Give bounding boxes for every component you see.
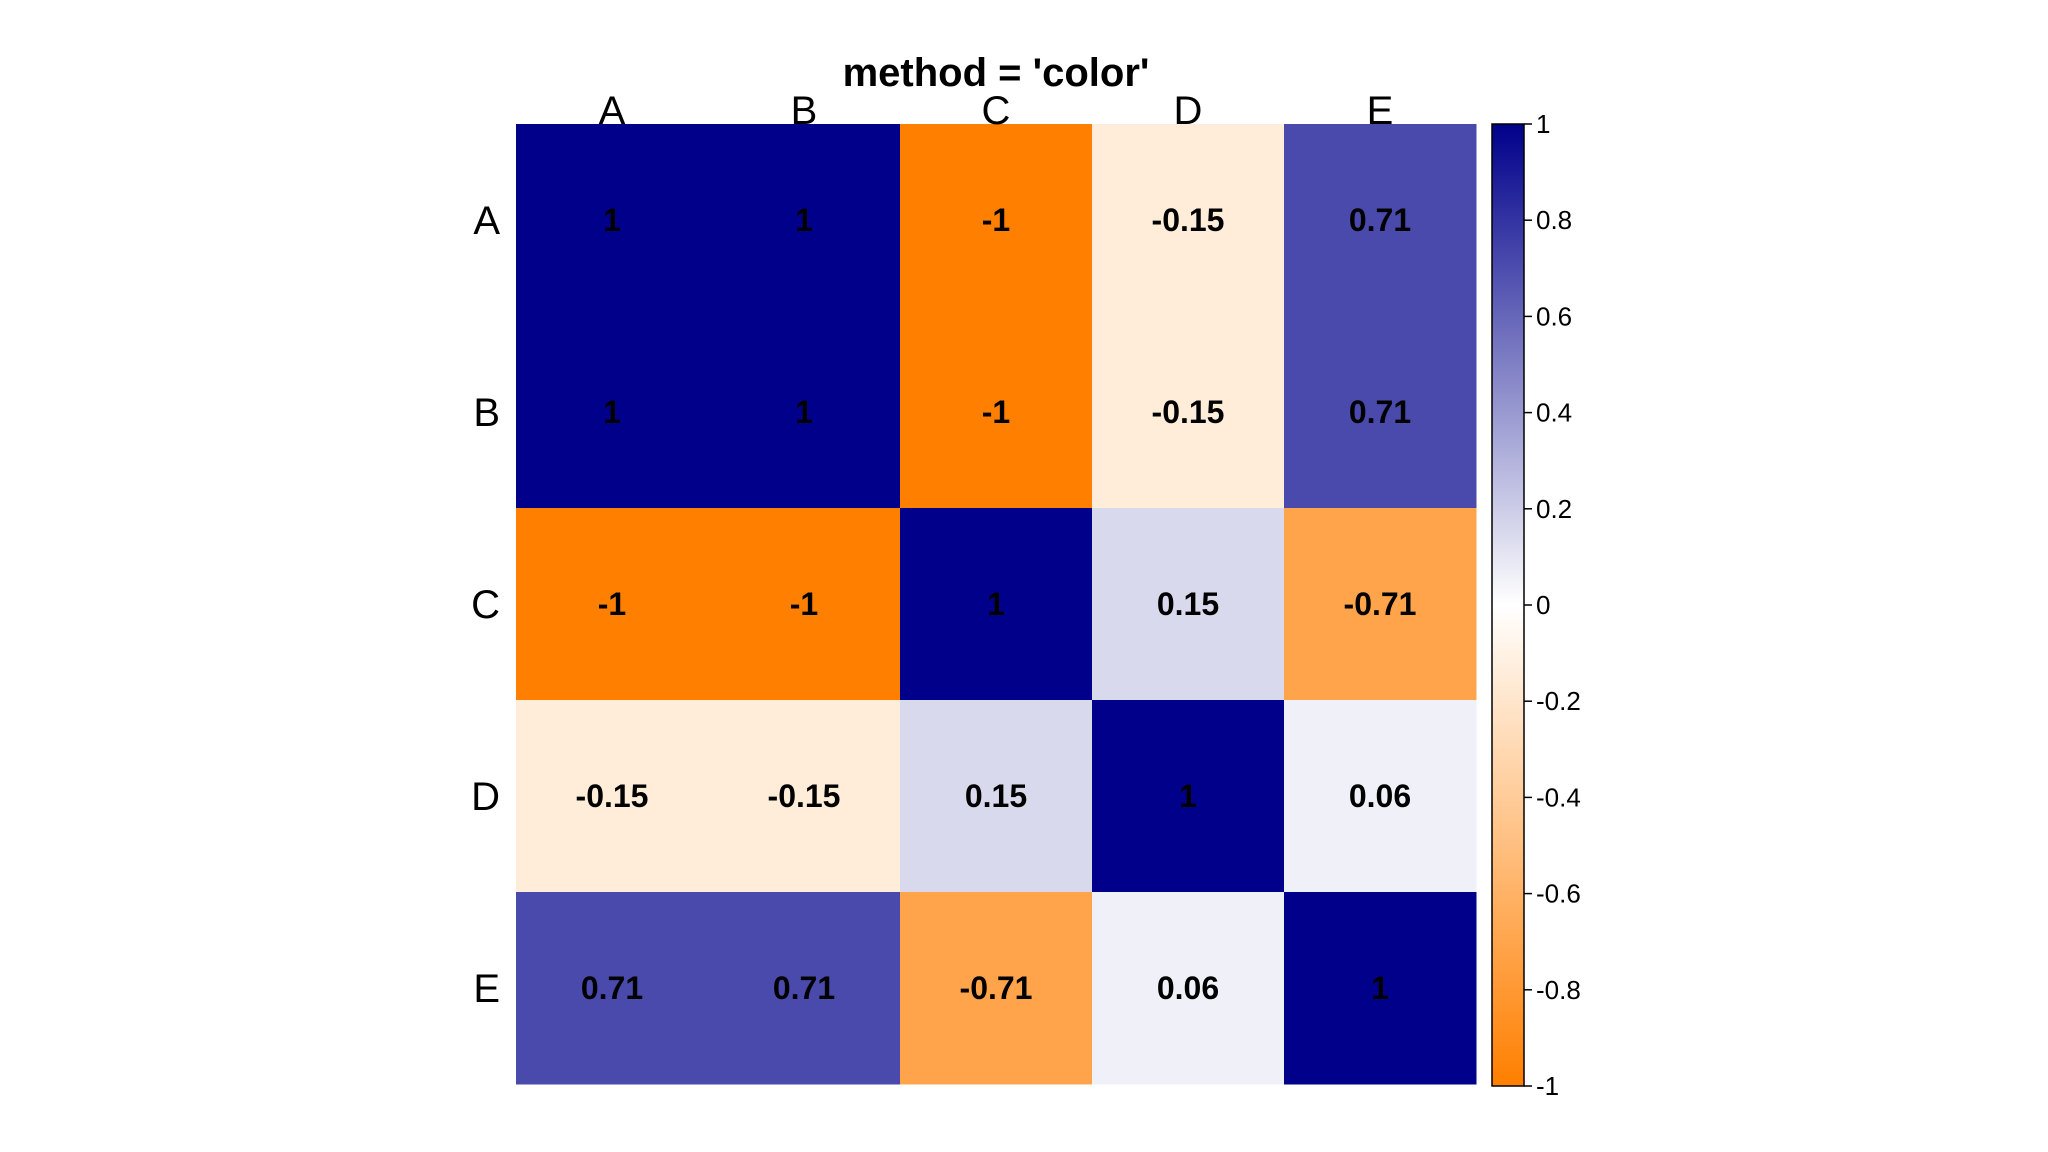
cell-label-c-b: -1 [790,586,818,622]
heatmap-cell-e-d [1092,892,1285,1085]
heatmap-cell-b-a [516,316,709,509]
cell-label-a-d: -0.15 [1152,202,1225,238]
row-labels: A B C D E [471,199,500,1011]
heatmap-cell-a-e [1284,124,1477,317]
cell-label-a-b: 1 [795,202,813,238]
column-label-b: B [791,89,818,133]
heatmap-cell-d-d [1092,700,1285,893]
heatmap-cell-a-b [708,124,901,317]
heatmap-cell-c-e [1284,508,1477,701]
cell-label-d-e: 0.06 [1349,778,1411,814]
heatmap-cell-d-a [516,700,709,893]
row-label-e: E [473,967,500,1011]
column-label-c: C [982,89,1011,133]
cell-label-c-c: 1 [987,586,1005,622]
legend-tick-label: 0.8 [1536,205,1572,235]
heatmap-cell-c-a [516,508,709,701]
row-label-c: C [471,583,500,627]
heatmap-cells [516,124,1477,1085]
cell-label-d-a: -0.15 [576,778,649,814]
legend-tick-label: -0.8 [1536,975,1581,1005]
legend-ticks: 1 0.8 0.6 0.4 0.2 0 -0.2 -0.4 -0.6 -0.8 -1 [1524,109,1581,1101]
cell-label-b-e: 0.71 [1349,394,1411,430]
heatmap-cell-c-c [900,508,1093,701]
legend-tick-label: -1 [1536,1071,1559,1101]
legend-tick-label: 0 [1536,590,1550,620]
legend-tick-label: 0.6 [1536,301,1572,331]
cell-label-b-d: -0.15 [1152,394,1225,430]
cell-label-d-c: 0.15 [965,778,1027,814]
legend-tick-label: -0.4 [1536,782,1581,812]
heatmap-cell-c-d [1092,508,1285,701]
cell-label-c-e: -0.71 [1344,586,1417,622]
heatmap-cell-b-b [708,316,901,509]
color-legend: 1 0.8 0.6 0.4 0.2 0 -0.2 -0.4 -0.6 -0.8 -1 [1491,109,1581,1101]
heatmap-cell-a-c [900,124,1093,317]
legend-tick-label: 0.2 [1536,494,1572,524]
cell-label-a-c: -1 [982,202,1010,238]
row-label-a: A [473,199,500,243]
cell-value-labels: 1 1 -1 -0.15 0.71 1 1 -1 -0.15 0.71 -1 -1 1 0.15 -0.71… [576,202,1417,1006]
legend-tick-label: -0.2 [1536,686,1581,716]
cell-label-b-a: 1 [603,394,621,430]
cell-label-e-b: 0.71 [773,970,835,1006]
legend-color-bar [1491,123,1525,1087]
legend-tick-label: -0.6 [1536,879,1581,909]
legend-tick-label: 0.4 [1536,398,1572,428]
heatmap-cell-c-b [708,508,901,701]
row-label-d: D [471,775,500,819]
row-label-b: B [473,391,500,435]
cell-label-e-a: 0.71 [581,970,643,1006]
column-label-d: D [1174,89,1203,133]
heatmap-cell-a-a [516,124,709,317]
column-label-a: A [599,89,626,133]
heatmap-cell-b-e [1284,316,1477,509]
cell-label-c-d: 0.15 [1157,586,1219,622]
heatmap-cell-d-b [708,700,901,893]
heatmap-cell-b-c [900,316,1093,509]
heatmap-cell-e-b [708,892,901,1085]
cell-label-b-c: -1 [982,394,1010,430]
chart-title: method = 'color' [843,51,1150,95]
cell-label-c-a: -1 [598,586,626,622]
cell-label-d-b: -0.15 [768,778,841,814]
heatmap-cell-a-d [1092,124,1285,317]
cell-label-b-b: 1 [795,394,813,430]
heatmap-cell-d-c [900,700,1093,893]
cell-label-a-e: 0.71 [1349,202,1411,238]
column-label-e: E [1367,89,1394,133]
heatmap-cell-b-d [1092,316,1285,509]
cell-label-e-d: 0.06 [1157,970,1219,1006]
cell-label-e-c: -0.71 [960,970,1033,1006]
cell-label-d-d: 1 [1179,778,1197,814]
cell-label-e-e: 1 [1371,970,1389,1006]
heatmap-cell-e-c [900,892,1093,1085]
heatmap-cell-e-e [1284,892,1477,1085]
cell-label-a-a: 1 [603,202,621,238]
heatmap-cell-d-e [1284,700,1477,893]
column-labels: A B C D E [599,89,1394,133]
heatmap-cell-e-a [516,892,709,1085]
legend-tick-label: 1 [1536,109,1550,139]
